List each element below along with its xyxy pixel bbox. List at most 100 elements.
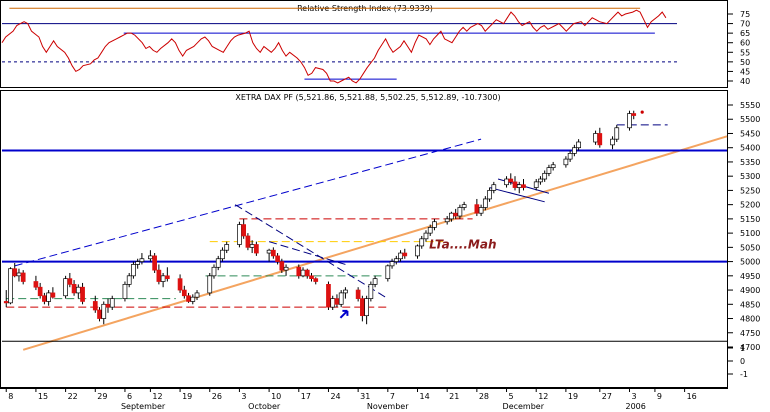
price-candle [270,247,276,259]
candle-body [313,278,319,282]
candle-body [296,266,302,277]
x-month-label: September [121,402,166,411]
x-tick-label: 17 [301,392,311,401]
candle-body [300,269,306,277]
price-y-tick-label: 4700 [740,343,760,352]
candle-body [487,190,492,200]
price-candle [364,295,369,325]
price-candle [304,268,310,279]
price-candle [194,290,200,301]
candle-body [105,303,111,308]
price-candle [372,275,378,288]
candle-body [16,272,22,277]
candle-body [427,227,433,234]
price-candle [402,248,408,259]
price-candle [63,275,68,299]
x-tick-label: 26 [212,392,222,401]
price-y-tick-label: 4850 [740,300,760,309]
price-candle [597,127,603,148]
price-title: XETRA DAX PF (5,521.86, 5,521.88, 5,502.… [235,93,500,102]
candle-body [474,204,480,214]
candle-body [593,133,598,143]
candle-body [71,284,77,294]
price-trend-line [268,241,346,265]
candle-body [131,264,136,277]
candle-body [42,295,47,302]
x-tick-label: 29 [97,392,107,401]
price-candle [563,156,569,168]
candle-body [211,266,217,277]
price-y-tick-label: 5050 [740,243,760,252]
x-month-label: November [367,402,409,411]
candle-body [97,309,102,319]
candle-body [572,147,577,154]
price-candle [92,295,98,313]
price-candle [423,230,429,242]
candle-body [563,158,569,166]
candle-body [270,249,276,257]
price-candle [482,196,488,211]
price-candle [343,287,348,299]
price-candle [135,258,141,269]
arrow-marker [339,309,349,319]
price-candle [237,221,242,248]
price-y-tick-label: 5100 [740,229,760,238]
candle-body [237,224,242,245]
price-candle [8,267,13,305]
candle-body [12,268,18,277]
price-candle [20,270,26,285]
price-candle [245,233,251,251]
candle-body [491,184,497,191]
rsi-y-tick-label: 50 [740,58,750,67]
price-candle [546,164,552,177]
price-candle [508,173,514,185]
candle-body [550,164,556,168]
price-y-tick-label: 5300 [740,172,760,181]
price-candle [427,224,433,236]
x-tick-label: 12 [152,392,162,401]
candle-body [631,113,637,116]
price-candle [220,247,225,262]
price-y-tick-label: 4800 [740,315,760,324]
candle-body [220,249,225,260]
x-tick-label: 19 [182,392,192,401]
candle-body [135,261,141,265]
price-candle [487,187,492,202]
price-y-tick-label: 5250 [740,186,760,195]
rsi-layer [1,7,677,84]
price-candle [627,110,632,131]
candle-body [567,153,573,160]
x-tick-label: 5 [509,392,514,401]
candle-body [152,255,157,271]
rsi-y-tick-label: 45 [740,67,750,76]
price-candle [152,253,157,273]
candle-body [181,289,187,297]
price-candle [313,277,319,285]
candle-body [207,275,213,294]
price-y-tick-label: 4750 [740,329,760,338]
price-candle [550,161,556,171]
price-candle [122,281,128,302]
x-month-label: October [248,402,281,411]
candle-body [546,167,552,174]
candle-body [177,278,183,291]
price-candle [389,258,395,269]
candle-body [360,298,365,317]
x-tick-label: 14 [419,392,429,401]
price-candle [368,281,374,302]
price-candle [279,258,285,273]
x-tick-label: 24 [330,392,340,401]
candle-body [63,278,68,297]
price-candle [385,264,391,282]
price-candle [338,290,344,308]
candle-body [398,252,403,260]
price-candle [275,253,280,265]
price-candle [533,179,539,191]
candle-body [326,284,331,308]
candle-body [343,289,348,294]
price-y-tick-label: -1 [740,370,748,379]
price-candle [131,261,136,279]
axis-layer: 4045505560657075-10147004750480048504900… [5,10,760,411]
candle-body [614,127,620,140]
rsi-y-tick-label: 70 [740,20,750,29]
